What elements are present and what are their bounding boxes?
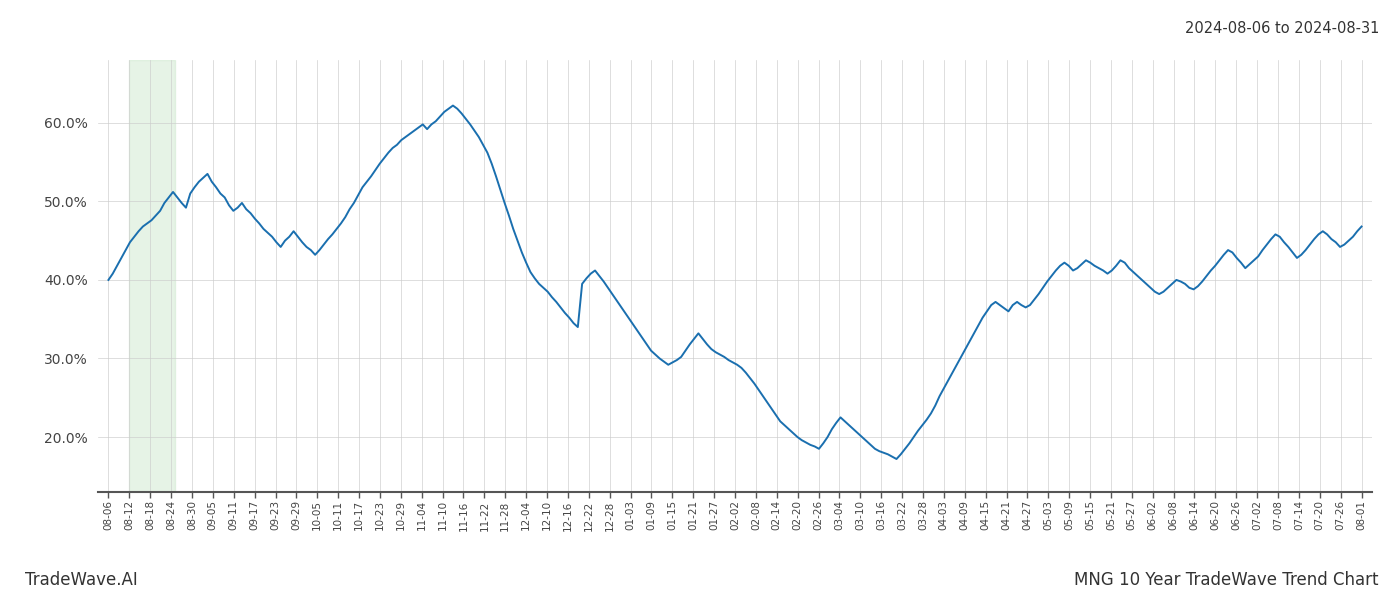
Text: 2024-08-06 to 2024-08-31: 2024-08-06 to 2024-08-31 [1184,21,1379,36]
Bar [129,60,175,492]
Text: MNG 10 Year TradeWave Trend Chart: MNG 10 Year TradeWave Trend Chart [1075,571,1379,589]
Text: TradeWave.AI: TradeWave.AI [25,571,139,589]
